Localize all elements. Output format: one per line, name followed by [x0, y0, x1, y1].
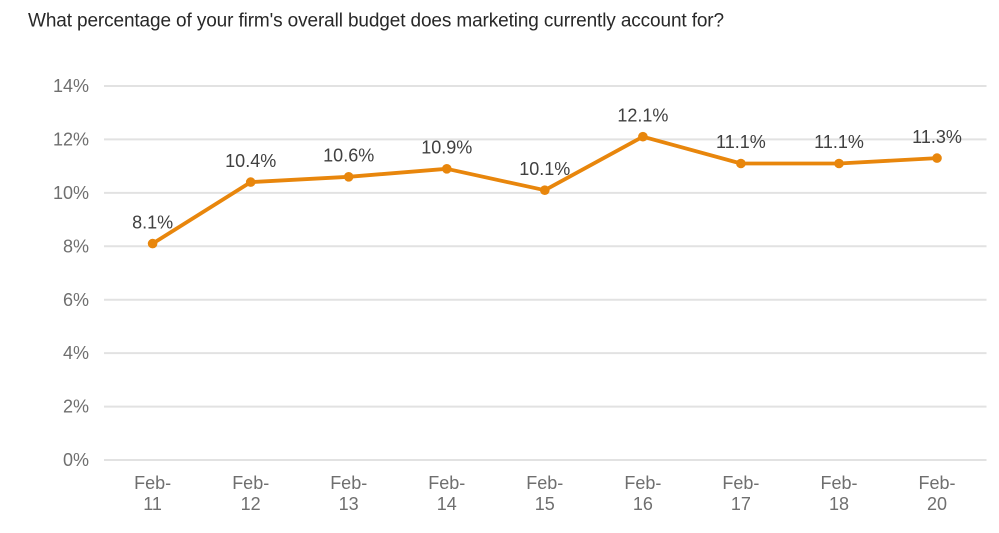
- svg-text:11.1%: 11.1%: [716, 132, 766, 152]
- svg-text:11.3%: 11.3%: [912, 127, 962, 147]
- svg-text:10.9%: 10.9%: [421, 138, 472, 158]
- svg-text:Feb-: Feb-: [918, 473, 955, 493]
- svg-text:0%: 0%: [63, 450, 89, 470]
- svg-text:18: 18: [829, 494, 849, 514]
- svg-text:What percentage of your firm's: What percentage of your firm's overall b…: [28, 10, 724, 31]
- svg-text:Feb-: Feb-: [232, 473, 269, 493]
- svg-text:2%: 2%: [63, 397, 89, 417]
- svg-text:20: 20: [927, 494, 947, 514]
- svg-text:4%: 4%: [63, 343, 89, 363]
- svg-text:12.1%: 12.1%: [617, 105, 668, 125]
- svg-text:11: 11: [143, 494, 162, 514]
- svg-text:12: 12: [241, 494, 261, 514]
- svg-text:8%: 8%: [63, 236, 89, 256]
- svg-text:10.4%: 10.4%: [225, 151, 276, 171]
- svg-text:Feb-: Feb-: [722, 473, 759, 493]
- svg-text:10%: 10%: [53, 183, 89, 203]
- svg-text:13: 13: [339, 494, 359, 514]
- svg-text:Feb-: Feb-: [526, 473, 563, 493]
- svg-text:10.1%: 10.1%: [519, 159, 570, 179]
- svg-text:17: 17: [731, 494, 751, 514]
- svg-text:11.1%: 11.1%: [814, 132, 864, 152]
- svg-text:16: 16: [633, 494, 653, 514]
- svg-text:14%: 14%: [53, 76, 89, 96]
- svg-text:14: 14: [437, 494, 457, 514]
- svg-text:Feb-: Feb-: [624, 473, 661, 493]
- svg-text:12%: 12%: [53, 130, 89, 150]
- svg-text:15: 15: [535, 494, 555, 514]
- svg-text:Feb-: Feb-: [820, 473, 857, 493]
- svg-text:6%: 6%: [63, 290, 89, 310]
- svg-text:8.1%: 8.1%: [132, 212, 173, 232]
- svg-text:10.6%: 10.6%: [323, 146, 374, 166]
- svg-text:Feb-: Feb-: [330, 473, 367, 493]
- svg-text:Feb-: Feb-: [134, 473, 171, 493]
- svg-text:Feb-: Feb-: [428, 473, 465, 493]
